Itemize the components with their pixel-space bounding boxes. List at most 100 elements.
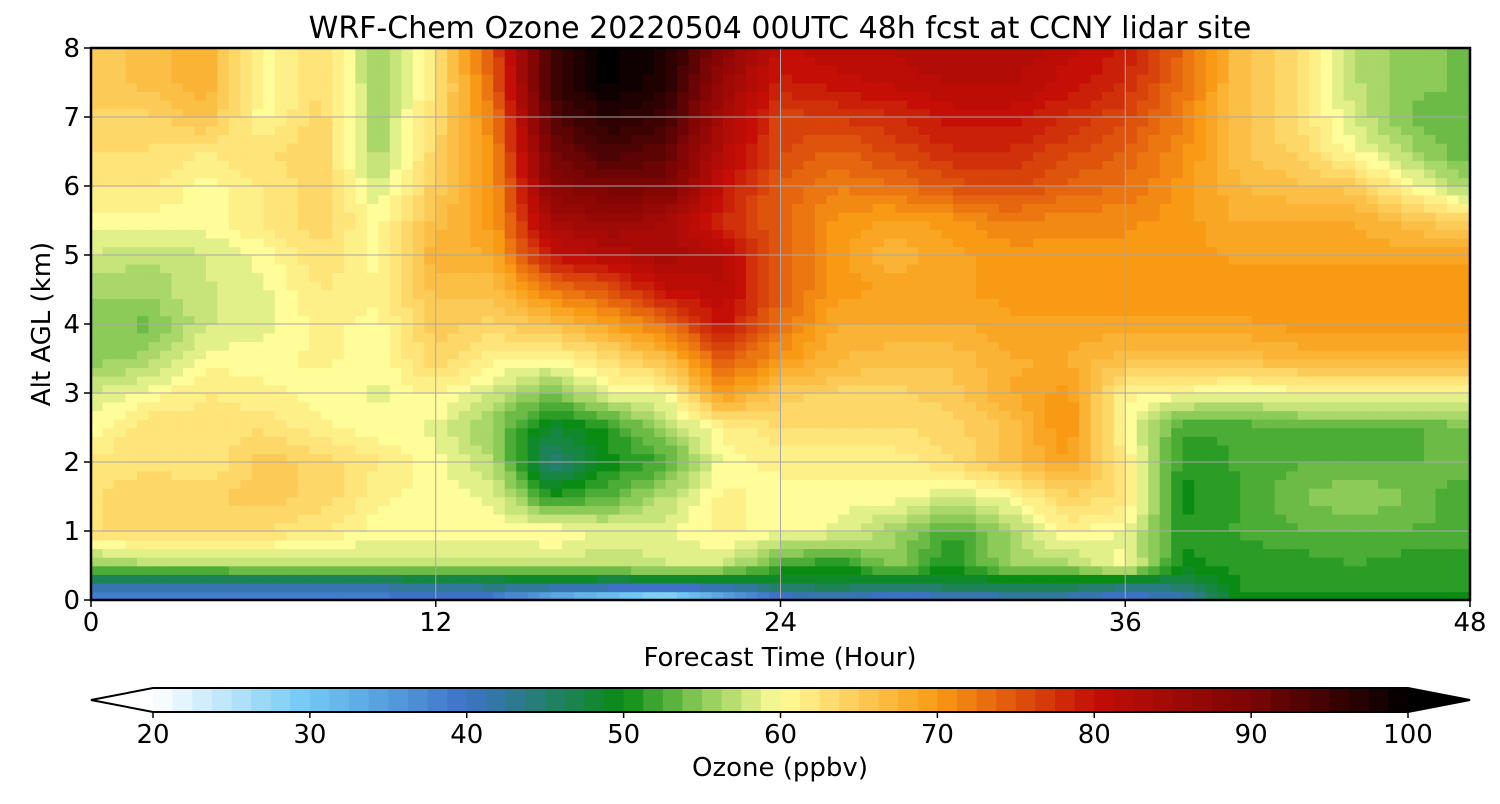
heatmap-cell — [918, 574, 931, 584]
heatmap-cell — [883, 505, 897, 515]
heatmap-cell — [332, 539, 345, 550]
heatmap-cell — [1355, 410, 1368, 420]
heatmap-cell — [906, 505, 920, 515]
heatmap-cell — [125, 272, 138, 282]
heatmap-cell — [320, 582, 334, 593]
heatmap-cell — [1228, 462, 1241, 472]
heatmap-cell — [1079, 289, 1092, 299]
heatmap-cell — [332, 574, 345, 584]
heatmap-cell — [297, 255, 311, 265]
heatmap-cell — [435, 324, 449, 334]
heatmap-cell — [550, 246, 563, 256]
heatmap-cell — [1274, 384, 1287, 394]
heatmap-cell — [136, 522, 150, 532]
heatmap-cell — [102, 574, 115, 584]
heatmap-cell — [826, 401, 839, 412]
heatmap-cell — [1228, 384, 1241, 394]
heatmap-cell — [378, 332, 391, 343]
heatmap-cell — [1424, 436, 1437, 446]
heatmap-cell — [803, 280, 816, 291]
heatmap-cell — [895, 410, 908, 420]
heatmap-cell — [929, 496, 943, 506]
heatmap-cell — [1090, 513, 1104, 524]
heatmap-cell — [1447, 513, 1460, 524]
heatmap-cell — [1010, 556, 1023, 567]
heatmap-cell — [550, 444, 563, 455]
heatmap-cell — [734, 306, 747, 317]
heatmap-cell — [1171, 496, 1184, 506]
heatmap-cell — [642, 289, 655, 299]
heatmap-cell — [1171, 479, 1184, 489]
heatmap-cell — [424, 280, 437, 291]
heatmap-cell — [228, 401, 242, 412]
heatmap-cell — [412, 505, 426, 515]
heatmap-cell — [883, 462, 897, 472]
heatmap-cell — [608, 349, 621, 360]
heatmap-cell — [539, 263, 552, 274]
heatmap-cell — [619, 306, 632, 317]
heatmap-cell — [274, 505, 288, 515]
heatmap-cell — [619, 565, 632, 575]
heatmap-cell — [113, 582, 127, 593]
heatmap-cell — [1366, 427, 1379, 437]
heatmap-cell — [1309, 531, 1322, 541]
heatmap-cell — [700, 272, 713, 282]
heatmap-cell — [665, 496, 678, 506]
heatmap-cell — [1194, 505, 1207, 515]
heatmap-cell — [677, 306, 690, 317]
heatmap-cell — [447, 582, 460, 593]
heatmap-cell — [780, 349, 793, 360]
heatmap-cell — [159, 324, 173, 334]
heatmap-cell — [654, 427, 667, 437]
heatmap-cell — [378, 453, 391, 463]
heatmap-cell — [148, 246, 161, 256]
heatmap-cell — [481, 505, 495, 515]
heatmap-cell — [401, 375, 414, 386]
heatmap-cell — [1067, 487, 1081, 498]
heatmap-cell — [171, 255, 184, 265]
heatmap-cell — [849, 375, 862, 386]
heatmap-cell — [1263, 427, 1276, 437]
heatmap-cell — [849, 324, 862, 334]
heatmap-cell — [366, 401, 380, 412]
heatmap-cell — [998, 341, 1012, 351]
heatmap-cell — [918, 306, 931, 317]
heatmap-cell — [952, 565, 966, 575]
heatmap-cell — [1251, 582, 1264, 593]
heatmap-cell — [1125, 384, 1138, 394]
heatmap-cell — [1228, 427, 1241, 437]
heatmap-cell — [159, 410, 173, 420]
heatmap-cell — [1355, 531, 1368, 541]
heatmap-cell — [803, 470, 816, 481]
heatmap-cell — [814, 574, 828, 584]
heatmap-cell — [1447, 462, 1460, 472]
heatmap-cell — [746, 367, 759, 377]
heatmap-cell — [1182, 470, 1195, 481]
heatmap-cell — [803, 375, 816, 386]
heatmap-cell — [1159, 427, 1173, 437]
heatmap-cell — [1090, 401, 1104, 412]
heatmap-cell — [562, 505, 575, 515]
heatmap-cell — [1343, 444, 1356, 455]
heatmap-cell — [1125, 367, 1138, 377]
heatmap-cell — [401, 556, 414, 567]
heatmap-cell — [1424, 393, 1437, 403]
heatmap-cell — [355, 393, 368, 403]
heatmap-cell — [194, 418, 207, 429]
heatmap-cell — [1389, 531, 1402, 541]
heatmap-cell — [975, 513, 989, 524]
heatmap-cell — [631, 375, 644, 386]
heatmap-cell — [654, 315, 667, 325]
heatmap-cell — [274, 272, 288, 282]
heatmap-cell — [1251, 367, 1264, 377]
heatmap-cell — [435, 556, 449, 567]
heatmap-cell — [987, 453, 1000, 463]
heatmap-cell — [1320, 591, 1333, 601]
heatmap-cell — [918, 582, 931, 593]
heatmap-cell — [493, 522, 506, 532]
heatmap-cell — [309, 367, 322, 377]
heatmap-cell — [1286, 565, 1299, 575]
heatmap-cell — [723, 539, 736, 550]
heatmap-cell — [929, 280, 943, 291]
heatmap-cell — [1194, 531, 1207, 541]
